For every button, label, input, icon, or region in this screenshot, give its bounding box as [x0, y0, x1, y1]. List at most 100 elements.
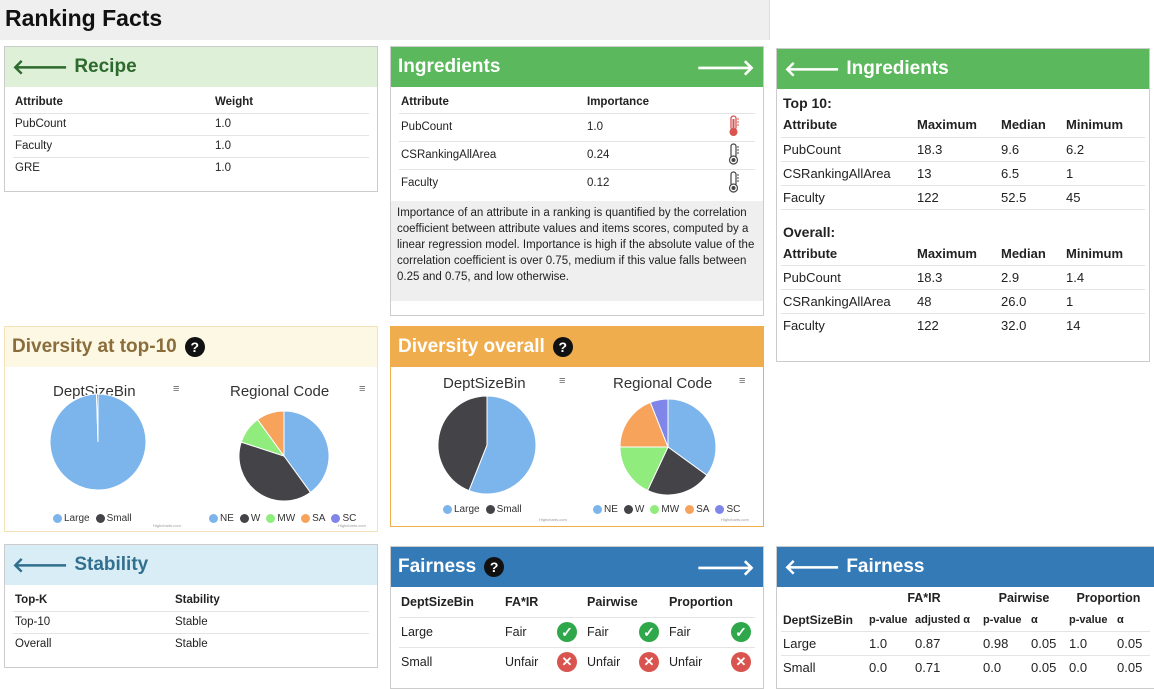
recipe-header[interactable]: 🡐 Recipe	[5, 47, 377, 87]
col-header: Minimum	[1064, 113, 1145, 138]
legend-label: Large	[454, 504, 480, 515]
check-icon: ✓	[639, 622, 659, 642]
legend-dot-icon	[95, 514, 105, 523]
legend-dot-icon	[623, 505, 633, 514]
fairness-table: DeptSizeBin FA*IR Pairwise Proportion Large…	[399, 587, 755, 677]
legend-item[interactable]: SA	[685, 504, 709, 515]
cell: Overall	[15, 638, 52, 651]
pie-slice-sa[interactable]	[256, 410, 285, 458]
legend-item[interactable]: Large	[53, 513, 90, 524]
cell: 0.98	[981, 631, 1029, 656]
col-group-header: FA*IR	[907, 591, 941, 605]
arrow-left-icon[interactable]: 🡐	[12, 55, 69, 79]
cell: PubCount	[399, 113, 585, 142]
arrow-right-icon[interactable]: 🡒	[696, 555, 755, 580]
legend-dot-icon	[715, 505, 725, 514]
pie-slice-large[interactable]	[468, 395, 537, 495]
cell: CSRankingAllArea	[781, 161, 915, 186]
legend-item[interactable]: W	[239, 513, 260, 524]
legend-item[interactable]: Small	[95, 513, 132, 524]
arrow-left-icon[interactable]: 🡐	[784, 57, 841, 81]
help-icon[interactable]: ?	[184, 337, 205, 357]
chart-menu-icon[interactable]: ≡	[739, 375, 746, 387]
legend-item[interactable]: NE	[593, 504, 618, 515]
cell: 1.0	[585, 113, 725, 142]
legend-dot-icon	[53, 514, 62, 523]
chart-menu-icon[interactable]: ≡	[173, 383, 180, 395]
chart-credit: Highcharts.com	[721, 517, 749, 522]
chart-legend: Large Small	[443, 504, 522, 515]
cell: 26.0	[999, 289, 1064, 314]
legend-item[interactable]: NE	[209, 513, 234, 524]
legend-label: Small	[496, 504, 522, 515]
legend-item[interactable]: MW	[266, 513, 295, 524]
cell: 0.05	[1029, 631, 1067, 656]
diversity-overall-title: Diversity overall	[398, 336, 545, 357]
pie-slice-sa[interactable]	[619, 401, 669, 448]
legend-dot-icon	[266, 514, 276, 523]
pie-slice-mw[interactable]	[619, 446, 669, 492]
legend-dot-icon	[443, 505, 452, 514]
pie-chart	[49, 393, 147, 491]
arrow-right-icon[interactable]: 🡒	[696, 55, 755, 80]
legend-item[interactable]: SA	[301, 513, 325, 524]
pie-slice-ne[interactable]	[283, 410, 330, 494]
pie-slice-small[interactable]	[95, 393, 99, 443]
cell: 0.05	[1031, 659, 1057, 675]
cell: 0.71	[915, 659, 941, 675]
overall-label: Overall:	[783, 223, 836, 240]
top10-table: Attribute Maximum Median Minimum PubCount 18…	[781, 113, 1145, 210]
pie-slice-w[interactable]	[238, 441, 312, 502]
cross-icon: ✕	[557, 652, 577, 673]
legend-item[interactable]: SC	[715, 504, 740, 515]
cell: 0.12	[587, 177, 610, 190]
help-icon[interactable]: ?	[484, 557, 505, 577]
col-header: p-value	[867, 609, 913, 632]
legend-dot-icon	[650, 505, 660, 514]
cell: 1.0	[213, 135, 369, 158]
cell: 1.0	[867, 631, 913, 656]
table-row: CSRankingAllArea 48 26.0 1	[781, 289, 1145, 314]
legend-item[interactable]: MW	[650, 504, 679, 515]
cell: 13	[915, 161, 999, 186]
chart-menu-icon[interactable]: ≡	[359, 383, 366, 395]
thermometer-low-icon	[728, 171, 739, 193]
legend-item[interactable]: W	[623, 504, 645, 515]
pie-slice-sc[interactable]	[649, 398, 669, 448]
stability-header[interactable]: 🡐 Stability	[5, 545, 377, 585]
table-row: Large 1.0 0.87 0.98 0.05 1.0 0.05	[781, 631, 1150, 656]
col-header: Attribute	[13, 91, 213, 114]
diversity-top10-header: Diversity at top-10 ?	[5, 327, 377, 367]
stability-table: Top-K Stability Top-10 Stable Overall Stabl…	[13, 589, 369, 655]
col-header: Pairwise	[585, 587, 667, 618]
overall-table: Attribute Maximum Median Minimum PubCount 18…	[781, 241, 1145, 338]
stability-panel: 🡐 Stability Top-K Stability Top-10 Stable …	[4, 544, 378, 668]
recipe-panel: 🡐 Recipe Attribute Weight PubCount 1.0 Fac…	[4, 46, 378, 192]
cell: Small	[401, 655, 433, 670]
ingredients-detail-header[interactable]: 🡐 Ingredients	[777, 49, 1149, 89]
help-icon[interactable]: ?	[552, 337, 573, 357]
chart-menu-icon[interactable]: ≡	[559, 375, 566, 387]
legend-label: W	[634, 504, 645, 515]
legend-item[interactable]: Small	[485, 504, 522, 515]
col-group-header: Pairwise	[998, 591, 1050, 605]
cell: 6.5	[999, 161, 1064, 186]
cell: 0.0	[1069, 659, 1088, 675]
pie-slice-ne[interactable]	[667, 398, 717, 476]
legend-item[interactable]: SC	[331, 513, 356, 524]
table-row: CSRankingAllArea 13 6.5 1	[781, 161, 1145, 186]
diversity-top10-title: Diversity at top-10	[12, 336, 177, 357]
legend-dot-icon	[593, 505, 602, 514]
fairness-title: Fairness	[398, 556, 477, 577]
arrow-left-icon[interactable]: 🡐	[12, 553, 69, 577]
cell: Unfair	[505, 655, 539, 670]
fairness-detail-header[interactable]: 🡐 Fairness	[777, 547, 1154, 587]
cell: Unfair	[587, 655, 621, 670]
cell: 1.0	[1067, 631, 1115, 656]
cell: Fair	[585, 617, 637, 648]
legend-item[interactable]: Large	[443, 504, 480, 515]
cell: CSRankingAllArea	[399, 141, 585, 170]
arrow-left-icon[interactable]: 🡐	[784, 555, 841, 579]
diversity-top10-panel: Diversity at top-10 ? DeptSizeBin ≡ Larg…	[4, 326, 378, 532]
pie-slice-small[interactable]	[437, 395, 488, 492]
